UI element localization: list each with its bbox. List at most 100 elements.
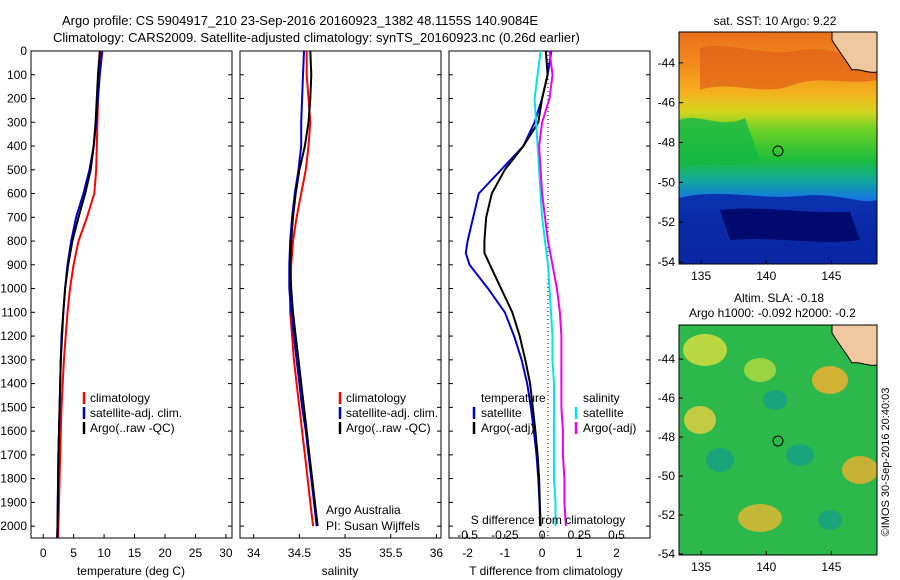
difference-xlabel: T difference from climatology: [469, 564, 623, 578]
temperature-tick-label: 20: [158, 546, 172, 560]
map-lat-label: -48: [658, 136, 676, 150]
temperature-tick-label: 25: [189, 546, 203, 560]
sst-cold-core: [720, 208, 860, 242]
depth-tick-label: 400: [7, 139, 27, 153]
argo-float-marker: [772, 435, 784, 447]
x-tick-labels: 0 5 10 15 20 25 30 34 34.5 35 35.5 36 -2 -1 0 1 2 -0.5 -0.…: [40, 528, 625, 560]
sla-high-blob: [684, 406, 716, 434]
sla-map-subtitle: Argo h1000: -0.092 h2000: -0.2: [689, 306, 856, 320]
map-lon-label: 140: [756, 269, 776, 283]
difference-s-tick-label: 0.25: [568, 528, 592, 542]
depth-tick-label: 1300: [0, 353, 27, 367]
depth-tick-label: 200: [7, 92, 27, 106]
depth-tick-label: 100: [7, 68, 27, 82]
difference-tick-label: -1: [499, 546, 510, 560]
series-line-climatology: [57, 50, 102, 539]
map-lat-label: -48: [658, 430, 676, 444]
map-lat-label: -46: [658, 96, 676, 110]
series-line-salinity-argo-adj-: [538, 50, 567, 527]
depth-tick-label: 1000: [0, 282, 27, 296]
sla-map-frame: [678, 324, 878, 556]
series-line-argo-raw-qc-: [56, 50, 101, 539]
map-lat-label: -44: [658, 352, 676, 366]
temperature-tick-label: 30: [219, 546, 233, 560]
sla-map: Altim. SLA: -0.18 Argo h1000: -0.092 h20…: [658, 291, 878, 574]
figure-title: Argo profile: CS 5904917_210 23-Sep-2016…: [62, 13, 538, 28]
difference-tick-label: -2: [462, 546, 473, 560]
difference-legend: temperature satellite Argo(-adj) salinit…: [472, 391, 636, 435]
sla-low-blob: [818, 510, 842, 530]
difference-tick-label: 2: [613, 546, 620, 560]
sst-map-frame: [678, 31, 878, 265]
map-lat-label: -54: [658, 255, 676, 269]
sst-map: sat. SST: 10 Argo: 9.22 -44-46-48-50-52-…: [658, 14, 878, 283]
legend-label-t-argo: Argo(-adj): [481, 421, 534, 435]
sst-green-patch: [679, 117, 760, 168]
sla-high-blob: [812, 366, 848, 394]
depth-tick-label: 1700: [0, 448, 27, 462]
legend-title-temperature: temperature: [481, 391, 546, 405]
sla-high-blob: [738, 504, 782, 532]
salinity-tick-label: 35.5: [379, 546, 403, 560]
difference-s-tick-label: -0.5: [457, 528, 478, 542]
temperature-tick-label: 10: [97, 546, 111, 560]
sla-low-blob: [763, 390, 787, 410]
tasmania-land: [831, 32, 877, 73]
sla-high-blob: [744, 358, 776, 382]
map-lon-label: 145: [821, 269, 841, 283]
temperature-panel-frame: [30, 50, 233, 539]
depth-tick-label: 1500: [0, 400, 27, 414]
legend-label-climatology: climatology: [346, 391, 406, 405]
temperature-tick-label: 5: [70, 546, 77, 560]
salinity-panel-frame: [239, 50, 442, 539]
depth-tick-label: 700: [7, 210, 27, 224]
depth-tick-label: 1600: [0, 424, 27, 438]
sst-y-ticks: -44 -46 -48 -50 -52 -54: [658, 56, 683, 269]
salinity-legend: climatology satellite-adj. clim. Argo(..…: [326, 391, 438, 533]
map-lat-label: -54: [658, 547, 676, 561]
temperature-series: [56, 50, 104, 539]
legend-label-s-satellite: satellite: [583, 406, 624, 420]
series-line-argo-raw-qc-: [289, 50, 319, 527]
map-lon-label: 145: [821, 560, 841, 574]
sst-x-ticks: 135 140 145: [691, 260, 842, 283]
imos-watermark: ©IMOS 30-Sep-2016 20:40:03: [880, 388, 892, 537]
difference-s-label: S difference from climatology: [471, 513, 626, 527]
map-lat-label: -50: [658, 175, 676, 189]
depth-tick-label: 1800: [0, 472, 27, 486]
legend-label-satellite: satellite-adj. clim.: [90, 406, 182, 420]
series-line-temperature-satellite: [464, 50, 553, 527]
legend-label-satellite: satellite-adj. clim.: [346, 406, 438, 420]
depth-tick-label: 0: [20, 44, 27, 58]
sla-high-blob: [683, 334, 727, 366]
sla-map-title: Altim. SLA: -0.18: [734, 291, 824, 305]
difference-s-tick-label: 0: [539, 528, 546, 542]
map-lat-label: -44: [658, 56, 676, 70]
depth-tick-label: 300: [7, 115, 27, 129]
sla-low-blob: [706, 448, 734, 472]
depth-tick-label: 1100: [1, 305, 27, 319]
legend-label-argo: Argo(..raw -QC): [346, 421, 431, 435]
salinity-tick-label: 34.5: [288, 546, 312, 560]
difference-tick-label: 0: [539, 546, 546, 560]
salinity-series: [288, 50, 319, 527]
legend-label-argo: Argo(..raw -QC): [90, 421, 175, 435]
salinity-tick-label: 34: [247, 546, 261, 560]
salinity-xlabel: salinity: [322, 564, 359, 578]
map-lat-label: -52: [658, 508, 676, 522]
legend-title-salinity: salinity: [583, 391, 620, 405]
series-line-temperature-argo-adj-: [483, 50, 549, 527]
salinity-tick-label: 35: [338, 546, 352, 560]
depth-tick-label: 2000: [0, 519, 27, 533]
depth-tick-label: 800: [7, 234, 27, 248]
pi-label: PI: Susan Wijffels: [326, 519, 420, 533]
map-lon-label: 140: [756, 560, 776, 574]
argo-float-marker: [772, 145, 784, 157]
series-line-salinity-satellite: [533, 50, 557, 527]
difference-tick-label: 1: [576, 546, 583, 560]
tick-marks: [31, 50, 650, 538]
legend-label-t-satellite: satellite: [481, 406, 522, 420]
sla-x-ticks: 135 140 145: [691, 551, 842, 574]
map-lon-label: 135: [691, 269, 711, 283]
difference-s-tick-label: 0.5: [608, 528, 625, 542]
